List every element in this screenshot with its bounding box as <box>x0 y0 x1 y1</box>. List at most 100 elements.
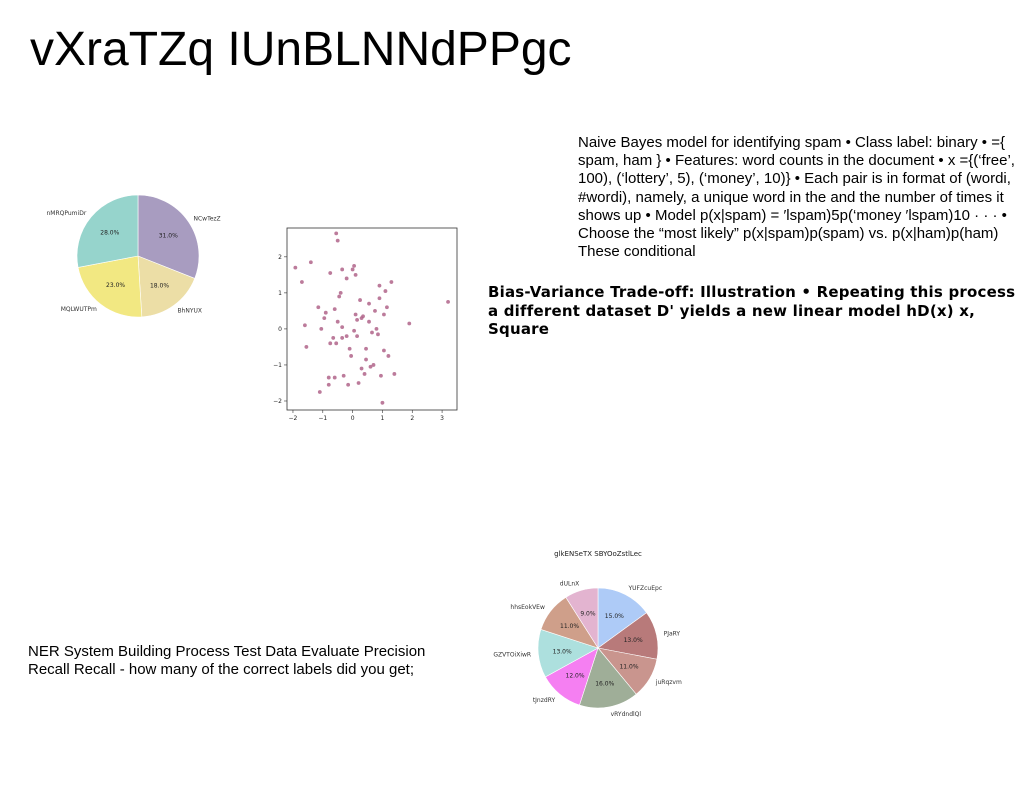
pie-chart-1: NCwTezZ 31.0% BhNYUX 18.0% MQLWUTPm 23.0% nMRQ… <box>40 160 250 365</box>
scatter-point <box>386 354 391 358</box>
pie-slice-nMRQPumiDr <box>76 194 139 268</box>
pie-value-juRqzvm: 11.0% <box>619 663 638 670</box>
pie-value-tJnzdRY: 12.0% <box>566 673 585 680</box>
page-title: vXraTZq IUnBLNNdPPgc <box>30 23 572 76</box>
scatter-point <box>323 310 328 315</box>
y-tick-label: 2 <box>278 254 282 261</box>
pie-chart-2-svg: glkENSeTX SBYOoZstlLec YUFZcuEpc 15.0% PJaR… <box>493 550 682 718</box>
pie-slice-NCwTezZ <box>137 194 200 279</box>
pie-label-tJnzdRY: tJnzdRY <box>533 697 556 704</box>
scatter-point <box>349 354 354 358</box>
scatter-point <box>359 316 364 320</box>
scatter-point <box>344 276 349 281</box>
scatter-point <box>331 336 336 340</box>
scatter-point <box>382 348 386 353</box>
scatter-point <box>379 373 383 378</box>
scatter-point <box>383 289 388 293</box>
scatter-point <box>370 330 374 335</box>
scatter-point <box>371 363 376 367</box>
pie-label-juRqzvm: juRqzvm <box>655 679 682 686</box>
scatter-point <box>326 375 331 380</box>
scatter-point <box>317 390 322 394</box>
scatter-point <box>340 267 345 272</box>
scatter-point <box>352 263 357 268</box>
x-tick-label: −1 <box>318 415 327 422</box>
scatter-point <box>446 299 450 304</box>
bias-variance-paragraph: Bias-Variance Trade-off: Illustration • … <box>488 283 1016 338</box>
y-tick-label: −1 <box>273 362 282 369</box>
x-tick-label: −2 <box>289 415 298 422</box>
scatter-point <box>304 345 309 349</box>
scatter-point <box>341 373 346 378</box>
pie-value-YUFZcuEpc: 15.0% <box>605 613 624 620</box>
scatter-point <box>367 301 371 306</box>
scatter-point <box>407 321 412 326</box>
scatter-point <box>332 375 337 380</box>
scatter-point <box>302 323 307 328</box>
scatter-point <box>373 308 377 313</box>
pie-slice-vRYdndlQl <box>579 647 637 709</box>
scatter-point <box>319 327 324 331</box>
pie-title: glkENSeTX SBYOoZstlLec <box>554 550 642 558</box>
scatter-point <box>322 316 327 320</box>
scatter-point <box>358 298 362 302</box>
pie-label-vRYdndlQl: vRYdndlQl <box>611 711 642 718</box>
pie-chart-2: glkENSeTX SBYOoZstlLec YUFZcuEpc 15.0% PJaR… <box>490 545 690 750</box>
scatter-point <box>380 400 385 405</box>
x-tick-label: 0 <box>351 415 355 422</box>
pie-value-BhNYUX: 18.0% <box>150 283 169 290</box>
scatter-point <box>340 325 345 330</box>
scatter-point <box>385 305 389 310</box>
pie-value-PJaRY: 13.0% <box>624 637 643 644</box>
pie-value-hhsEokVEw: 11.0% <box>560 623 579 630</box>
pie-label-NCwTezZ: NCwTezZ <box>193 215 220 222</box>
scatter-point <box>338 290 343 295</box>
scatter-point <box>332 307 337 311</box>
pie-slice-dULnX <box>565 587 599 650</box>
scatter-point <box>355 318 359 322</box>
pie-label-PJaRY: PJaRY <box>664 630 681 637</box>
pie-label-MQLWUTPm: MQLWUTPm <box>61 306 97 313</box>
scatter-point <box>353 272 358 277</box>
scatter-point <box>347 346 352 351</box>
scatter-point <box>392 372 397 376</box>
y-tick-label: 0 <box>278 326 282 333</box>
scatter-point <box>326 382 331 387</box>
scatter-point <box>368 364 373 369</box>
plot-frame <box>286 227 458 411</box>
scatter-point <box>293 265 298 270</box>
pie-value-NCwTezZ: 31.0% <box>159 232 178 239</box>
scatter-point <box>376 332 380 337</box>
scatter-point <box>377 296 382 301</box>
pie-slice-MQLWUTPm <box>77 255 143 318</box>
scatter-point <box>374 327 379 331</box>
pie-value-dULnX: 9.0% <box>580 610 596 617</box>
pie-label-nMRQPumiDr: nMRQPumiDr <box>47 210 87 217</box>
pie-value-MQLWUTPm: 23.0% <box>106 282 125 289</box>
ner-process-paragraph: NER System Building Process Test Data Ev… <box>28 643 426 678</box>
scatter-point <box>300 280 304 284</box>
pie-label-YUFZcuEpc: YUFZcuEpc <box>628 585 663 592</box>
scatter-point <box>389 280 394 284</box>
spam-model-paragraph: Naive Bayes model for identifying spam •… <box>578 134 1015 261</box>
pie-value-vRYdndlQl: 16.0% <box>595 680 614 687</box>
scatter-point <box>352 328 357 333</box>
scatter-point <box>328 341 333 346</box>
pie-label-hhsEokVEw: hhsEokVEw <box>510 604 545 611</box>
scatter-point <box>308 260 313 265</box>
scatter-point <box>337 294 342 299</box>
x-tick-label: 1 <box>381 415 385 422</box>
pie-value-GZVTOiXiwR: 13.0% <box>553 648 572 655</box>
scatter-point <box>335 238 340 243</box>
scatter-point <box>346 382 351 387</box>
scatter-point <box>316 305 321 310</box>
scatter-point <box>350 267 355 272</box>
scatter-point <box>362 372 367 376</box>
pie-label-dULnX: dULnX <box>560 580 579 587</box>
x-tick-label: 2 <box>410 415 414 422</box>
scatter-point <box>364 346 368 351</box>
scatter-point <box>328 271 333 275</box>
pie-chart-1-svg: NCwTezZ 31.0% BhNYUX 18.0% MQLWUTPm 23.0% nMRQ… <box>47 194 221 318</box>
scatter-point <box>356 381 361 385</box>
scatter-point <box>367 319 371 324</box>
